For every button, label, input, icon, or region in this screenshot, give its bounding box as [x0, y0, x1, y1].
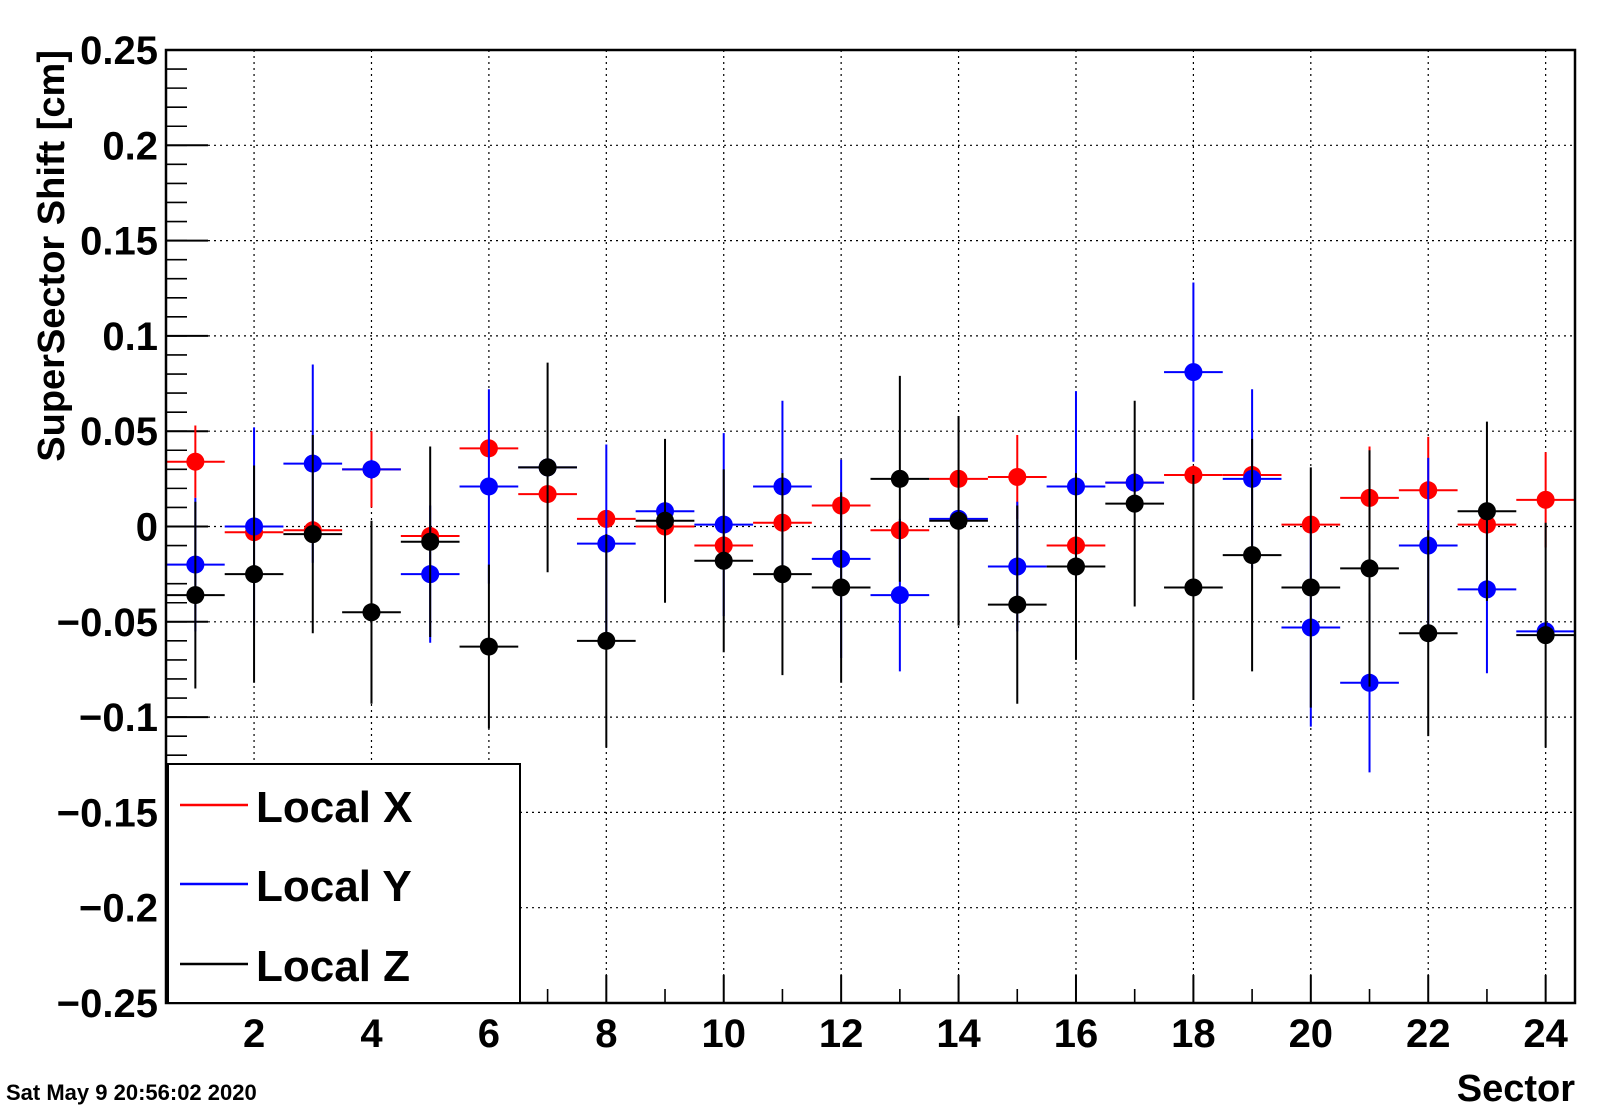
data-point: [538, 458, 557, 477]
y-tick-label: −0.05: [57, 601, 158, 645]
data-point: [1066, 557, 1085, 576]
legend-label-local-y: Local Y: [256, 862, 412, 911]
data-point: [890, 586, 909, 605]
legend-label-local-z: Local Z: [256, 942, 410, 991]
y-tick-label: 0.15: [80, 220, 158, 264]
y-tick-label: 0.2: [102, 124, 158, 168]
x-tick-label: 8: [595, 1012, 617, 1056]
data-point: [421, 532, 440, 551]
data-point: [1008, 467, 1027, 486]
x-tick-label: 20: [1289, 1012, 1334, 1056]
x-tick-label: 16: [1054, 1012, 1099, 1056]
data-point: [890, 469, 909, 488]
x-tick-label: 14: [936, 1012, 981, 1056]
legend: Local X Local Y Local Z: [167, 763, 521, 1004]
data-point: [597, 631, 616, 650]
y-tick-label: −0.2: [79, 887, 158, 931]
x-tick-label: 12: [819, 1012, 864, 1056]
data-point: [1360, 559, 1379, 578]
data-point: [773, 565, 792, 584]
x-tick-labels: 2 4 6 8 10 12 14 16 18 20 22 24: [243, 1012, 1569, 1056]
data-point: [1301, 578, 1320, 597]
x-axis-title: Sector: [1457, 1068, 1575, 1105]
y-tick-label: −0.25: [57, 982, 158, 1026]
y-tick-labels: −0.25 −0.2 −0.15 −0.1 −0.05 0 0.05 0.1 0.15 0.2 0.…: [57, 29, 158, 1026]
data-point: [1125, 494, 1144, 513]
data-point: [1419, 624, 1438, 643]
series-local-z: [166, 362, 1575, 748]
x-tick-label: 18: [1171, 1012, 1216, 1056]
data-point: [362, 603, 381, 622]
x-tick-label: 10: [701, 1012, 746, 1056]
data-point: [186, 586, 205, 605]
data-point: [1477, 502, 1496, 521]
y-tick-label: 0.1: [102, 315, 158, 359]
y-tick-label: 0.25: [80, 29, 158, 73]
data-point: [479, 637, 498, 656]
x-tick-label: 4: [360, 1012, 383, 1056]
y-tick-label: −0.15: [57, 791, 158, 835]
y-tick-label: 0.05: [80, 410, 158, 454]
series-local-x: [166, 425, 1575, 556]
y-axis-title: SuperSector Shift [cm]: [31, 50, 73, 462]
data-point: [1243, 546, 1262, 565]
y-tick-label: 0: [136, 506, 158, 550]
data-point: [1536, 626, 1555, 645]
data-point: [714, 551, 733, 570]
data-point: [656, 511, 675, 530]
x-tick-label: 6: [478, 1012, 500, 1056]
data-series: [166, 282, 1575, 773]
x-tick-label: 24: [1523, 1012, 1568, 1056]
timestamp: Sat May 9 20:56:02 2020: [6, 1080, 257, 1105]
x-tick-label: 22: [1406, 1012, 1451, 1056]
data-point: [949, 511, 968, 530]
data-point: [1184, 578, 1203, 597]
data-point: [479, 477, 498, 496]
data-point: [303, 525, 322, 544]
data-point: [245, 565, 264, 584]
x-tick-label: 2: [243, 1012, 265, 1056]
data-point: [186, 452, 205, 471]
plot-frame: [164, 48, 1577, 1005]
data-point: [1536, 490, 1555, 509]
data-point: [1184, 363, 1203, 382]
data-point: [832, 578, 851, 597]
series-local-y: [166, 282, 1575, 773]
legend-label-local-x: Local X: [256, 783, 413, 832]
data-point: [1008, 595, 1027, 614]
y-tick-label: −0.1: [79, 696, 158, 740]
data-point: [362, 460, 381, 479]
